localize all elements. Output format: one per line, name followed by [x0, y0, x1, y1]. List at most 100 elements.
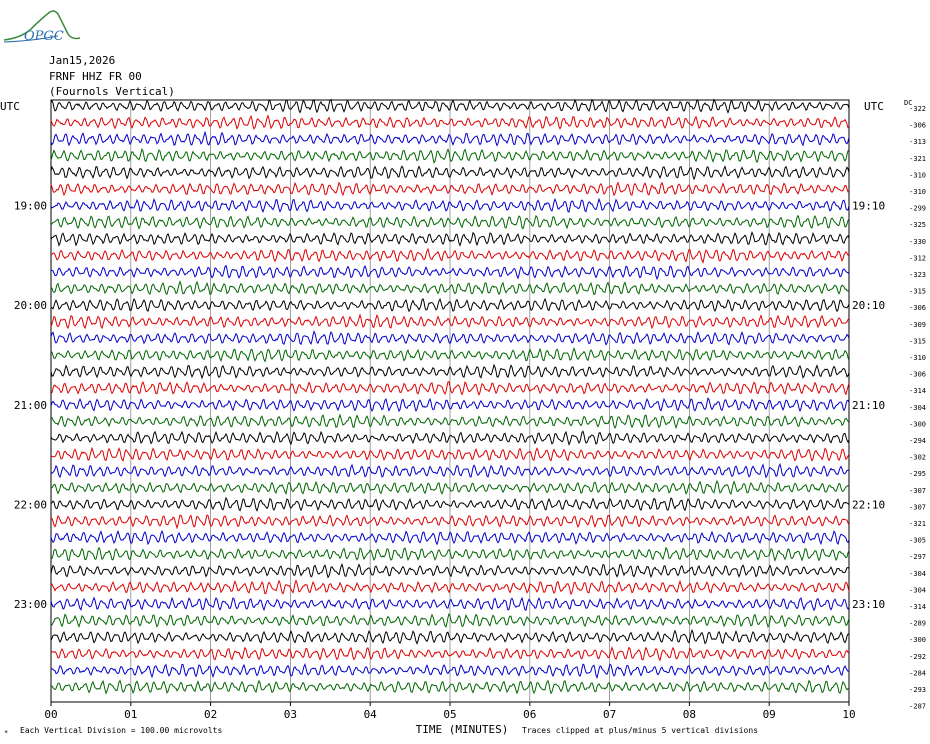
dc-offset-value: -304 [909, 570, 926, 578]
trace-row-10 [50, 247, 850, 264]
x-tick-label: 08 [683, 708, 696, 721]
x-tick-label: 10 [842, 708, 855, 721]
dc-offset-value: -295 [909, 470, 926, 478]
dc-offset-value: -304 [909, 586, 926, 594]
x-axis-title: TIME (MINUTES) [416, 723, 509, 736]
dc-offset-value: -310 [909, 171, 926, 179]
trace-row-7 [50, 197, 850, 214]
dc-offset-value: -300 [909, 420, 926, 428]
dc-offset-value: -309 [909, 321, 926, 329]
x-tick-label: 09 [763, 708, 776, 721]
trace-row-4 [50, 147, 850, 164]
trace-row-28 [50, 546, 850, 562]
footer-clip-note: Traces clipped at plus/minus 5 vertical … [522, 726, 758, 735]
dc-offset-value: -321 [909, 155, 926, 163]
right-hour-label: 20:10 [852, 299, 885, 312]
logo-text: OPGC [24, 29, 64, 44]
dc-offset-value: -306 [909, 122, 926, 130]
dc-offset-value: -299 [909, 205, 926, 213]
dc-offset-value: -314 [909, 387, 926, 395]
left-hour-label: 19:00 [14, 200, 47, 213]
trace-row-23 [50, 462, 850, 479]
trace-row-11 [50, 264, 850, 281]
dc-offset-value: -315 [909, 337, 926, 345]
trace-row-19 [50, 397, 850, 413]
dc-offset-value: -297 [909, 553, 926, 561]
dc-label: DC [904, 99, 912, 107]
trace-row-34 [50, 646, 850, 662]
trace-row-9 [50, 231, 850, 247]
trace-row-12 [50, 280, 850, 296]
right-hour-label: 22:10 [852, 498, 885, 511]
trace-row-36 [50, 679, 850, 695]
header-station: FRNF HHZ FR 00 [49, 70, 142, 83]
x-tick-label: 04 [364, 708, 378, 721]
left-hour-label: 20:00 [14, 299, 47, 312]
trace-row-35 [50, 663, 850, 679]
trace-row-20 [50, 413, 850, 430]
dc-offset-value: -294 [909, 437, 926, 445]
trace-row-14 [50, 313, 850, 330]
x-tick-label: 07 [603, 708, 616, 721]
dc-offset-value: -306 [909, 371, 926, 379]
right-hour-label: 19:10 [852, 200, 885, 213]
dc-offset-value: -305 [909, 537, 926, 545]
dc-offset-value: -292 [909, 653, 926, 661]
left-utc-label: UTC [0, 100, 20, 113]
dc-offset-value: -321 [909, 520, 926, 528]
x-tick-label: 05 [443, 708, 456, 721]
left-hour-label: 23:00 [14, 598, 47, 611]
trace-row-27 [50, 529, 850, 546]
trace-row-15 [50, 330, 850, 346]
trace-row-18 [50, 381, 850, 396]
trace-row-1 [50, 98, 850, 114]
trace-row-32 [50, 612, 850, 629]
dc-offset-value: -307 [909, 487, 926, 495]
header-date: Jan15,2026 [49, 54, 116, 67]
dc-offset-value: -287 [909, 703, 926, 711]
trace-row-8 [50, 214, 850, 230]
trace-row-5 [50, 165, 850, 181]
dc-offset-value: -307 [909, 503, 926, 511]
trace-row-33 [50, 628, 850, 645]
opgc-logo-icon: OPGC [2, 4, 82, 46]
right-utc-label: UTC [864, 100, 884, 113]
dc-offset-value: -315 [909, 288, 926, 296]
x-tick-label: 06 [523, 708, 536, 721]
trace-row-16 [50, 346, 850, 363]
dc-offset-value: -293 [909, 686, 926, 694]
x-tick-label: 02 [204, 708, 217, 721]
dc-offset-value: -289 [909, 620, 926, 628]
trace-row-22 [50, 446, 850, 462]
dc-offset-value: -310 [909, 188, 926, 196]
footer-scale-note: Each Vertical Division = 100.00 microvol… [20, 726, 222, 735]
trace-row-2 [50, 114, 850, 130]
dc-offset-value: -306 [909, 304, 926, 312]
dc-offset-value: -314 [909, 603, 926, 611]
trace-row-24 [50, 479, 850, 495]
left-hour-label: 22:00 [14, 498, 47, 511]
trace-row-13 [50, 297, 850, 313]
dc-offset-value: -312 [909, 254, 926, 262]
dc-offset-value: -322 [909, 105, 926, 113]
right-hour-label: 23:10 [852, 598, 885, 611]
dc-offset-value: -323 [909, 271, 926, 279]
dc-offset-value: -310 [909, 354, 926, 362]
dc-offset-value: -330 [909, 238, 926, 246]
trace-row-30 [50, 579, 850, 596]
dc-offset-value: -304 [909, 404, 926, 412]
trace-row-26 [50, 514, 850, 530]
x-tick-label: 00 [44, 708, 57, 721]
footer-mark: * [4, 729, 8, 737]
trace-row-25 [50, 496, 850, 512]
dc-offset-value: -300 [909, 636, 926, 644]
header-location: (Fournols Vertical) [49, 85, 175, 98]
trace-row-31 [50, 596, 850, 612]
x-tick-label: 01 [124, 708, 137, 721]
dc-offset-value: -325 [909, 221, 926, 229]
x-tick-label: 03 [284, 708, 297, 721]
right-hour-label: 21:10 [852, 399, 885, 412]
trace-row-17 [50, 363, 850, 380]
